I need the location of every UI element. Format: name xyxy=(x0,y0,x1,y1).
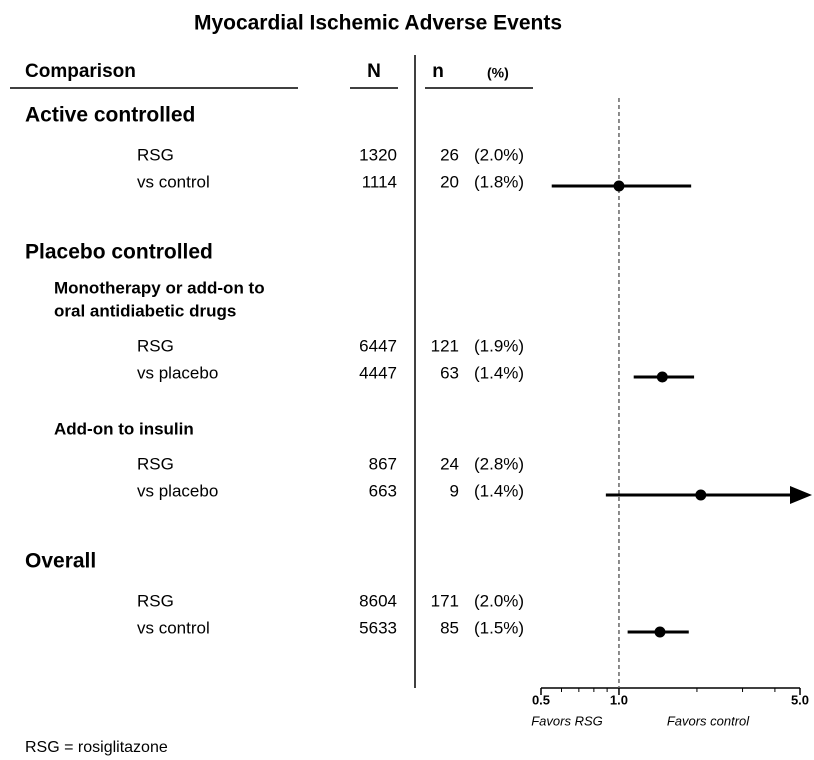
row-pct: (1.8%) xyxy=(474,172,524,191)
odds-ratio-point xyxy=(654,626,666,638)
odds-ratio-point xyxy=(695,489,707,501)
x-tick-label: 1.0 xyxy=(610,692,628,707)
row-label: vs placebo xyxy=(137,363,218,382)
row-n: 24 xyxy=(440,454,459,473)
row-label: vs control xyxy=(137,618,210,637)
group-title: Placebo controlled xyxy=(25,241,213,264)
column-header: n xyxy=(432,61,444,82)
ci-arrow xyxy=(790,486,812,504)
group-title: Active controlled xyxy=(25,104,195,127)
row-pct: (1.9%) xyxy=(474,336,524,355)
x-annotation: Favors control xyxy=(667,713,750,728)
row-n: 85 xyxy=(440,618,459,637)
row-pct: (1.4%) xyxy=(474,481,524,500)
chart-title: Myocardial Ischemic Adverse Events xyxy=(194,12,562,35)
subgroup-title: Monotherapy or add-on to xyxy=(54,278,265,297)
row-pct: (2.0%) xyxy=(474,145,524,164)
row-N: 5633 xyxy=(359,618,397,637)
row-n: 26 xyxy=(440,145,459,164)
row-n: 121 xyxy=(431,336,459,355)
row-label: vs control xyxy=(137,172,210,191)
row-label: RSG xyxy=(137,454,174,473)
column-header: (%) xyxy=(487,65,509,81)
x-tick-label: 0.5 xyxy=(532,692,550,707)
row-N: 1320 xyxy=(359,145,397,164)
row-N: 6447 xyxy=(359,336,397,355)
row-n: 171 xyxy=(431,591,459,610)
row-pct: (1.4%) xyxy=(474,363,524,382)
footnote: RSG = rosiglitazone xyxy=(25,739,168,756)
row-N: 8604 xyxy=(359,591,397,610)
column-header: N xyxy=(367,61,381,82)
x-tick-label: 5.0 xyxy=(791,692,809,707)
row-n: 9 xyxy=(450,481,459,500)
row-label: RSG xyxy=(137,591,174,610)
row-label: RSG xyxy=(137,145,174,164)
subgroup-title: Add-on to insulin xyxy=(54,419,194,438)
x-annotation: Favors RSG xyxy=(531,713,603,728)
row-pct: (2.0%) xyxy=(474,591,524,610)
row-label: vs placebo xyxy=(137,481,218,500)
row-N: 1114 xyxy=(362,172,397,191)
row-n: 63 xyxy=(440,363,459,382)
odds-ratio-point xyxy=(656,371,668,383)
row-pct: (2.8%) xyxy=(474,454,524,473)
group-title: Overall xyxy=(25,550,96,573)
row-label: RSG xyxy=(137,336,174,355)
row-n: 20 xyxy=(440,172,459,191)
subgroup-title: oral antidiabetic drugs xyxy=(54,301,236,320)
row-pct: (1.5%) xyxy=(474,618,524,637)
odds-ratio-point xyxy=(613,180,625,192)
row-N: 663 xyxy=(369,481,397,500)
column-header: Comparison xyxy=(25,61,136,82)
row-N: 4447 xyxy=(359,363,397,382)
row-N: 867 xyxy=(369,454,397,473)
